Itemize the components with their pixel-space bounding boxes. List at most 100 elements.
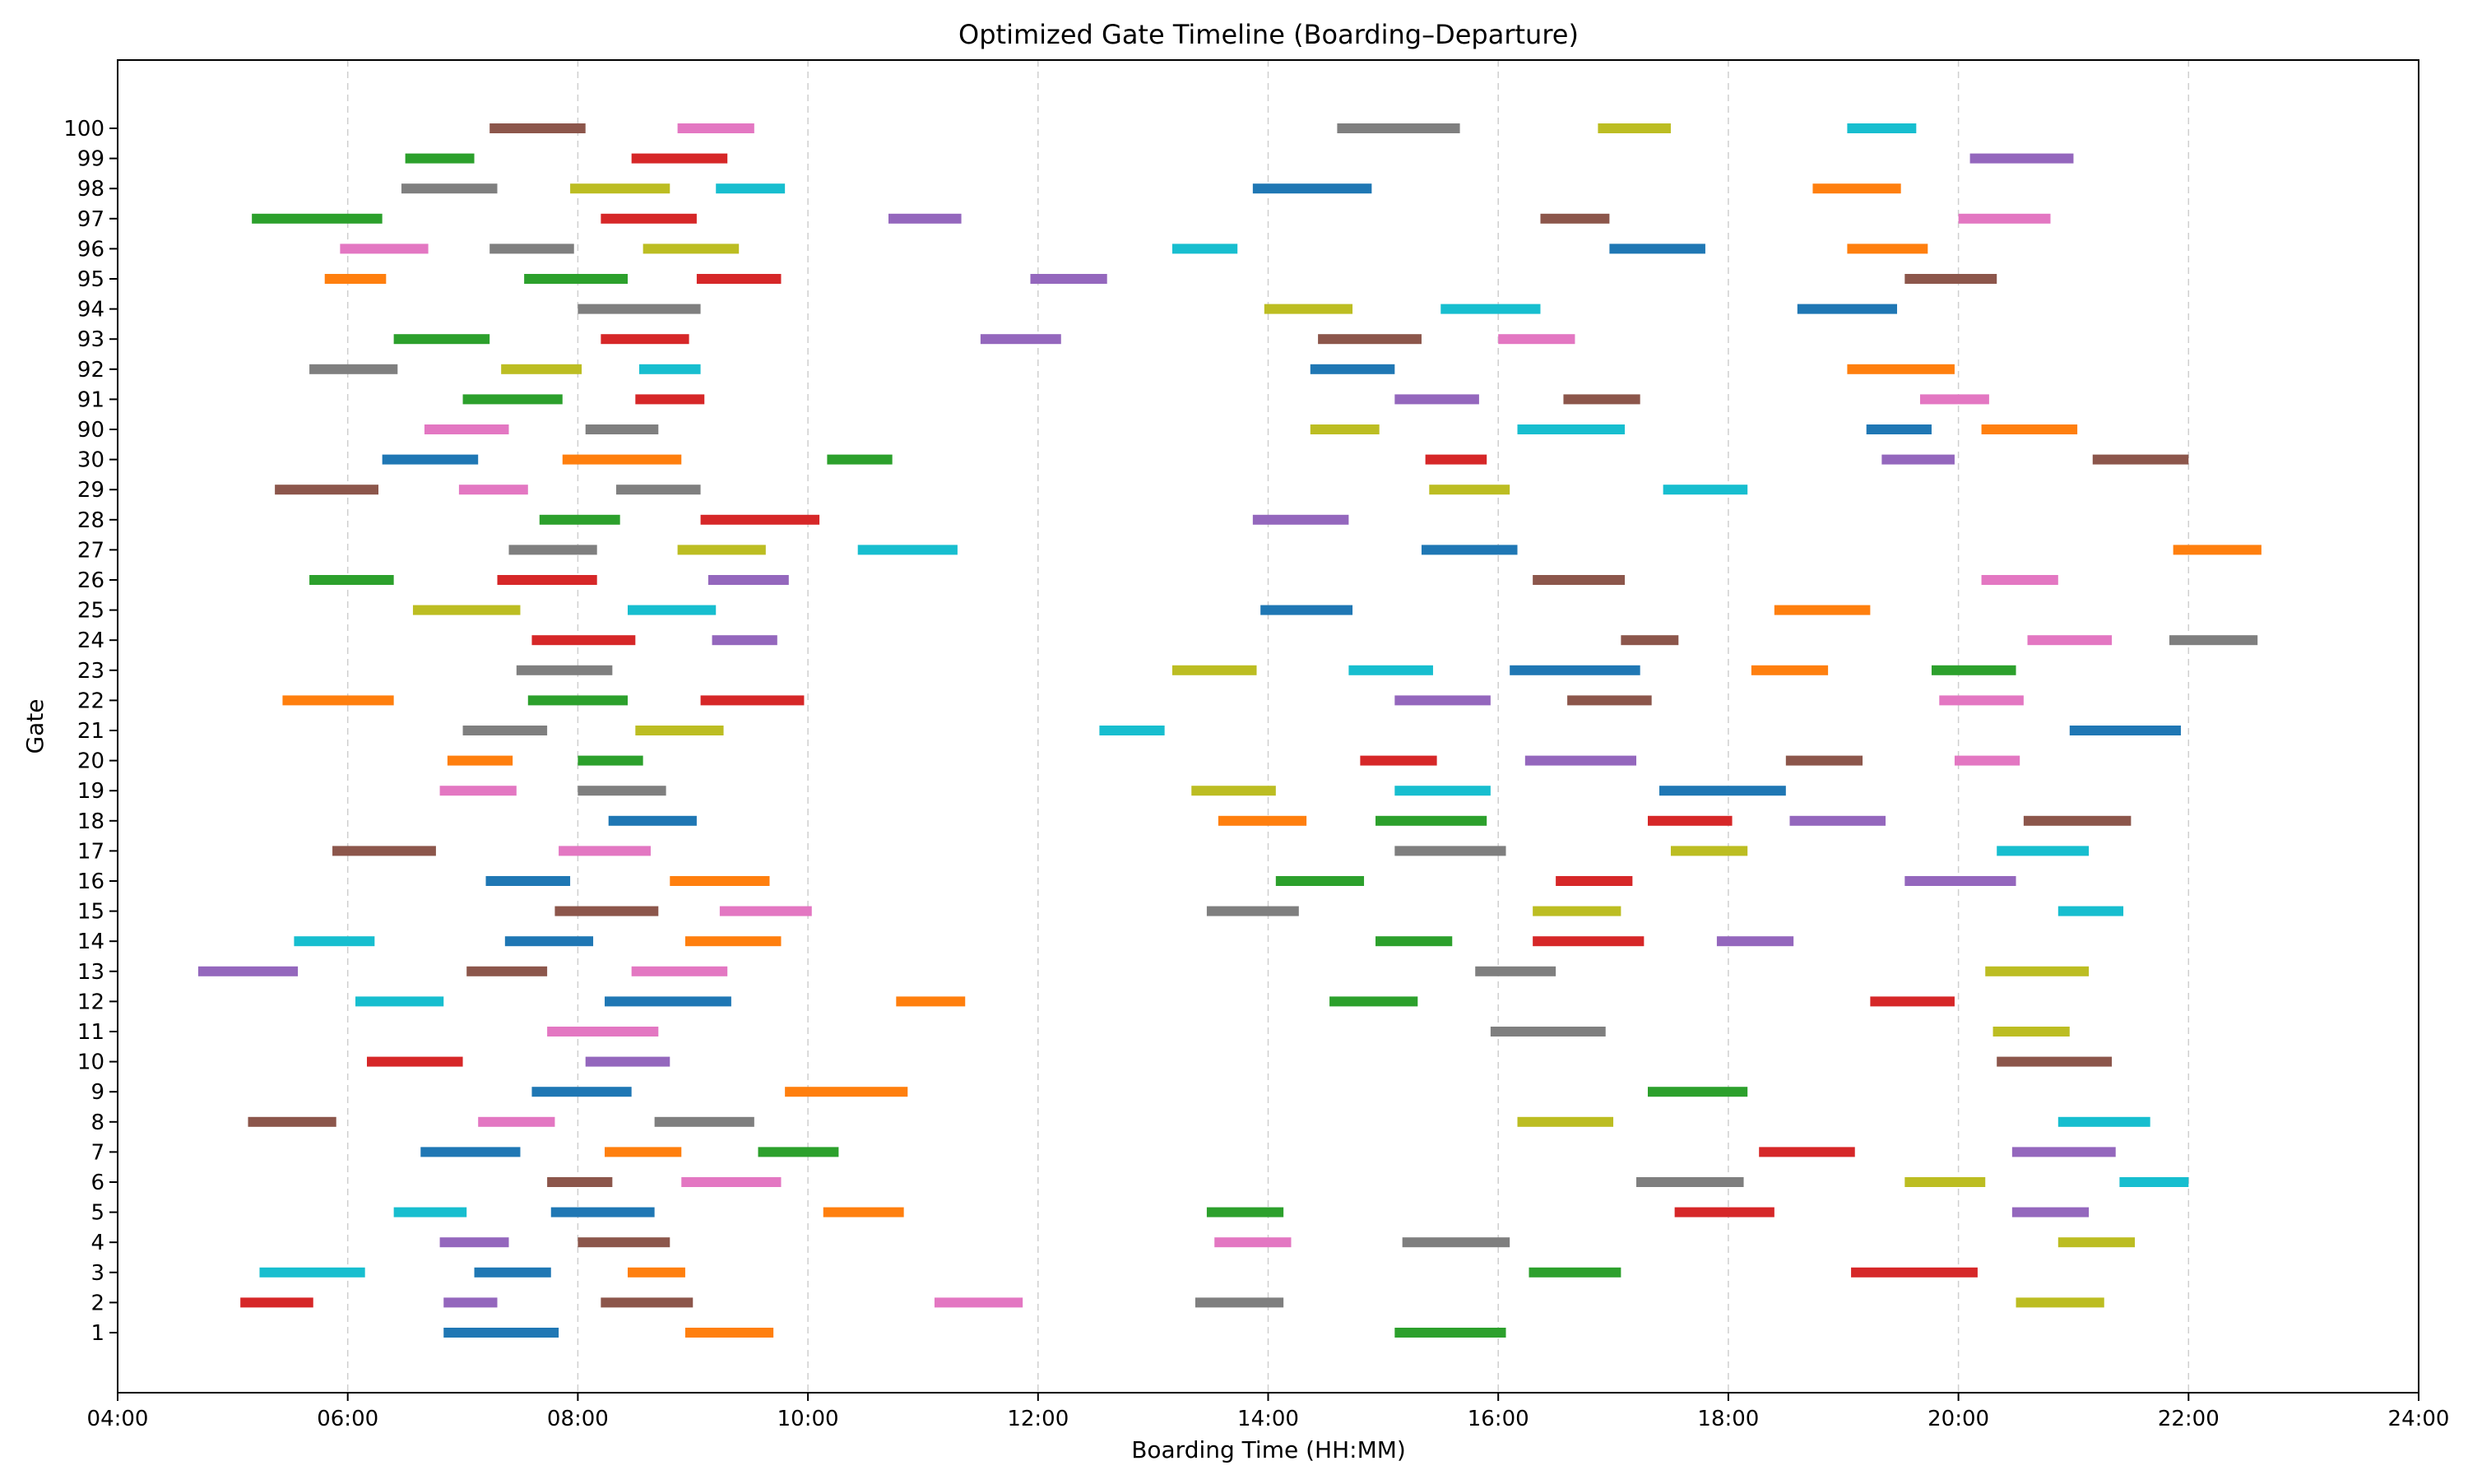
gate-12-bar <box>896 996 966 1007</box>
gate-27-bar <box>677 545 766 555</box>
gate-98-bar <box>1812 183 1901 194</box>
gate-23-bar <box>1931 665 2016 675</box>
gate-3-bar <box>474 1267 551 1278</box>
gate-94-bar <box>578 304 701 314</box>
gate-9-bar <box>1648 1087 1748 1097</box>
y-tick-label: 25 <box>77 599 104 624</box>
gate-93-bar <box>980 334 1061 345</box>
gate-22-bar <box>1394 695 1491 706</box>
y-tick-label: 90 <box>77 418 104 443</box>
gate-96-bar <box>340 243 429 254</box>
x-tick-label: 12:00 <box>1007 1407 1069 1431</box>
gate-18-bar <box>2023 815 2132 826</box>
gate-13-bar <box>631 966 728 976</box>
gate-90-bar <box>1310 424 1380 434</box>
gate-19-bar <box>1191 786 1276 796</box>
y-tick-label: 30 <box>77 448 104 473</box>
gate-94-bar <box>1797 304 1898 314</box>
gate-7-bar <box>2011 1147 2116 1157</box>
gate-6-bar <box>547 1177 613 1187</box>
gate-100-bar <box>677 123 754 133</box>
gate-96-bar <box>1847 243 1928 254</box>
gate-100-bar <box>1598 123 1671 133</box>
gate-3-bar <box>259 1267 365 1278</box>
gate-6-bar <box>681 1177 782 1187</box>
gate-23-bar <box>516 665 613 675</box>
gate-2-bar <box>934 1297 1023 1308</box>
gate-15-bar <box>2057 906 2124 916</box>
gate-29-bar <box>458 485 528 495</box>
gate-90-bar <box>1866 424 1932 434</box>
gate-93-bar <box>393 334 490 345</box>
y-tick-label: 27 <box>77 538 104 563</box>
gate-28-bar <box>700 514 820 525</box>
y-tick-label: 98 <box>77 177 104 202</box>
gate-92-bar <box>1310 364 1395 374</box>
gate-18-bar <box>1218 815 1307 826</box>
gate-29-bar <box>275 485 378 495</box>
gate-100-bar <box>1337 123 1460 133</box>
gate-17-bar <box>1670 846 1748 856</box>
gate-15-bar <box>1533 906 1621 916</box>
gate-15-bar <box>554 906 659 916</box>
gate-21-bar <box>2069 726 2181 735</box>
gate-93-bar <box>1498 334 1575 345</box>
gate-25-bar <box>412 605 521 615</box>
gate-98-bar <box>716 183 786 194</box>
y-tick-label: 1 <box>90 1321 104 1346</box>
gate-18-bar <box>1375 815 1487 826</box>
gate-4-bar <box>1402 1237 1510 1248</box>
gate-24-bar <box>2169 635 2258 646</box>
gate-19-bar <box>578 786 666 796</box>
y-tick-label: 10 <box>77 1050 104 1075</box>
x-tick-label: 04:00 <box>87 1407 149 1431</box>
y-tick-label: 11 <box>77 1020 104 1045</box>
gate-22-bar <box>700 695 805 706</box>
gate-100-bar <box>489 123 586 133</box>
gate-14-bar <box>1716 936 1794 947</box>
gate-93-bar <box>601 334 689 345</box>
gate-90-bar <box>585 424 659 434</box>
gate-16-bar <box>485 876 571 886</box>
gate-96-bar <box>643 243 740 254</box>
gate-7-bar <box>758 1147 839 1157</box>
gate-97-bar <box>1540 213 1610 224</box>
gate-1-bar <box>684 1328 774 1338</box>
y-tick-label: 20 <box>77 749 104 774</box>
gate-97-bar <box>1958 213 2051 224</box>
gate-23-bar <box>1348 665 1433 675</box>
y-tick-label: 14 <box>77 930 104 954</box>
x-axis-label: Boarding Time (HH:MM) <box>1131 1436 1406 1463</box>
gate-21-bar <box>1099 726 1165 735</box>
gate-15-bar <box>719 906 812 916</box>
gate-26-bar <box>309 575 394 585</box>
gate-2-bar <box>443 1297 498 1308</box>
gate-23-bar <box>1510 665 1640 675</box>
gate-16-bar <box>1275 876 1365 886</box>
gate-28-bar <box>1252 514 1349 525</box>
x-axis: 04:00 06:00 08:00 10:00 12:00 14:00 16:00 18:00… <box>87 1393 2449 1431</box>
gate-6-bar <box>1636 1177 1744 1187</box>
y-tick-label: 8 <box>90 1111 104 1135</box>
gate-94-bar <box>1264 304 1353 314</box>
x-tick-label: 10:00 <box>777 1407 839 1431</box>
gate-10-bar <box>1997 1056 2113 1067</box>
gate-20-bar <box>578 755 643 766</box>
gate-91-bar <box>462 394 563 405</box>
gate-22-bar <box>527 695 629 706</box>
bars-layer <box>197 123 2262 1338</box>
gate-8-bar <box>478 1116 555 1127</box>
gate-29-bar <box>1663 485 1748 495</box>
gate-8-bar <box>654 1116 754 1127</box>
gate-2-bar <box>240 1297 313 1308</box>
y-tick-label: 15 <box>77 900 104 925</box>
x-tick-label: 18:00 <box>1697 1407 1759 1431</box>
gate-12-bar <box>1870 996 1955 1007</box>
gate-19-bar <box>1658 786 1786 796</box>
gate-14-bar <box>684 936 782 947</box>
gate-90-bar <box>1517 424 1626 434</box>
gate-12-bar <box>355 996 444 1007</box>
y-tick-label: 6 <box>90 1171 104 1195</box>
gate-19-bar <box>439 786 517 796</box>
gate-13-bar <box>1985 966 2090 976</box>
